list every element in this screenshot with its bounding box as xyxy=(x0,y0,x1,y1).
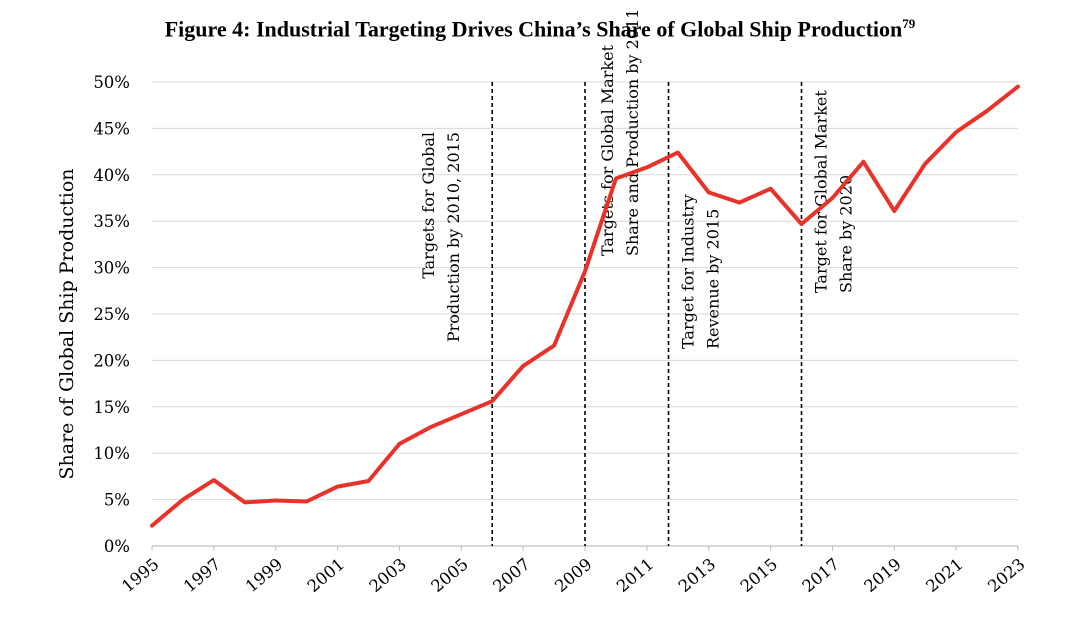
y-tick-label: 45% xyxy=(93,119,130,138)
x-tick-label: 1999 xyxy=(242,555,286,597)
x-tick-label: 2007 xyxy=(489,555,533,597)
x-tick-label: 2003 xyxy=(366,555,410,597)
y-tick-label: 25% xyxy=(93,305,130,324)
annotation-text: Revenue by 2015 xyxy=(704,209,723,349)
x-tick-label: 2001 xyxy=(304,555,348,597)
y-tick-label: 35% xyxy=(93,212,130,231)
x-tick-label: 2017 xyxy=(799,555,843,597)
y-tick-label: 30% xyxy=(93,259,130,278)
x-tick-label: 2021 xyxy=(922,555,966,597)
x-tick-label: 2019 xyxy=(860,555,904,597)
x-tick-label: 2013 xyxy=(675,555,719,597)
annotation-text: Share and Production by 2011 xyxy=(623,9,642,256)
x-tick-label: 2015 xyxy=(737,555,781,597)
y-tick-label: 20% xyxy=(93,351,130,370)
annotation-text: Targets for Global xyxy=(419,132,438,279)
title-footnote: 79 xyxy=(902,16,916,31)
series-line xyxy=(150,84,1020,528)
annotation-label: Target for Industry Revenue by 2015 xyxy=(679,194,723,349)
y-tick-label: 15% xyxy=(93,398,130,417)
annotation-text: Production by 2010, 2015 xyxy=(444,132,463,342)
annotation-label: Target for Global Market Share by 2020 xyxy=(812,90,856,293)
annotation-text: Share by 2020 xyxy=(837,175,856,293)
x-tick-label: 1997 xyxy=(180,555,224,597)
x-tick-label: 1995 xyxy=(118,555,162,597)
y-tick-label: 40% xyxy=(93,166,130,185)
x-tick-label: 2005 xyxy=(427,555,471,597)
chart-title-text: Figure 4: Industrial Targeting Drives Ch… xyxy=(164,16,903,42)
annotation-text: Targets for Global Market xyxy=(598,44,617,256)
annotation-label: Targets for Global Production by 2010, 20… xyxy=(419,132,463,342)
y-axis-label: Share of Global Ship Production xyxy=(56,168,78,479)
y-tick-label: 0% xyxy=(104,537,130,556)
x-axis-ticks: 1995 1997 1999 2001 2003 2005 2007 2009 2011 2013… xyxy=(118,546,1029,597)
y-axis-ticks: 0% 5% 10% 15% 20% 25% 30% 35% 40% 45% 50% xyxy=(93,73,130,556)
x-tick-label: 2009 xyxy=(551,555,595,597)
annotation-text: Target for Global Market xyxy=(812,90,831,293)
series-layer xyxy=(150,84,1020,528)
y-tick-label: 5% xyxy=(104,491,130,510)
annotation-text: Target for Industry xyxy=(679,194,698,349)
annotation-lines xyxy=(491,82,803,546)
y-tick-label: 10% xyxy=(93,444,130,463)
chart-title: Figure 4: Industrial Targeting Drives Ch… xyxy=(0,16,1080,42)
annotations: Targets for Global Production by 2010, 20… xyxy=(419,9,855,349)
annotation-label: Targets for Global Market Share and Produ… xyxy=(598,9,642,256)
x-tick-label: 2011 xyxy=(613,555,657,597)
y-tick-label: 50% xyxy=(93,73,130,92)
x-tick-label: 2023 xyxy=(984,555,1028,597)
